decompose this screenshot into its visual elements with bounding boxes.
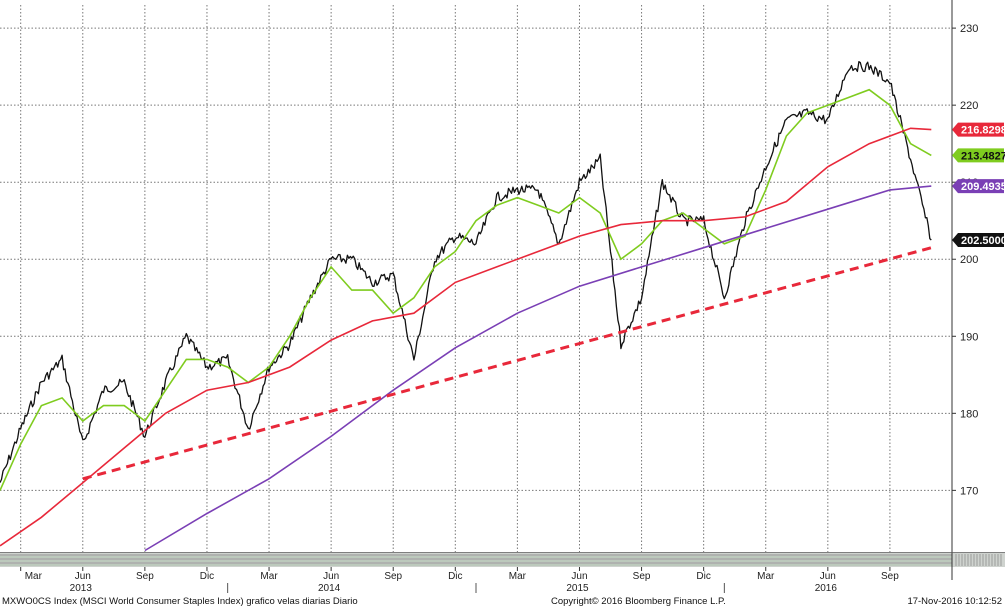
x-tick-label: Sep <box>633 571 651 582</box>
y-tick-label: 200 <box>960 254 978 266</box>
x-tick-label: Sep <box>881 571 899 582</box>
x-tick-label: Dic <box>696 571 710 582</box>
timeline-band-bg <box>0 553 952 567</box>
x-year-label: 2014 <box>318 583 341 594</box>
axes <box>0 0 1005 580</box>
x-tick-label: Sep <box>384 571 402 582</box>
series-lines <box>0 61 932 552</box>
series-line <box>0 127 932 547</box>
x-year-label: 2016 <box>815 583 838 594</box>
value-tag-bg <box>952 179 1004 194</box>
value-tag-bg <box>952 148 1004 163</box>
timeline-band-right <box>952 553 1005 567</box>
footer-copyright: Copyright© 2016 Bloomberg Finance L.P. <box>551 596 726 607</box>
value-tag-bg <box>952 232 1004 247</box>
y-tick-label: 180 <box>960 408 978 420</box>
x-tick-label: Jun <box>323 571 339 582</box>
x-axis-ticks: Mar Jun Sep Dic Mar Jun Sep Dic Mar Jun Sep Dic Mar J… <box>20 567 899 594</box>
x-tick-label: Dic <box>448 571 462 582</box>
y-tick-label: 230 <box>960 23 978 35</box>
x-year-label: 2015 <box>566 583 589 594</box>
x-tick-label: Mar <box>757 571 775 582</box>
last-value-tags: 216.8298 213.4827 209.4935 202.5000 <box>952 122 1005 247</box>
x-tick-label: Mar <box>25 571 43 582</box>
value-tag-label: 202.5000 <box>961 235 1005 247</box>
value-tag-label: 216.8298 <box>961 125 1005 137</box>
y-tick-label: 220 <box>960 100 978 112</box>
x-tick-label: Sep <box>136 571 154 582</box>
value-tag-label: 213.4827 <box>961 150 1005 162</box>
x-tick-label: Jun <box>820 571 836 582</box>
x-year-label: 2013 <box>70 583 93 594</box>
footer-timestamp: 17-Nov-2016 10:12:52 <box>907 596 1002 607</box>
support-trendline <box>82 246 932 481</box>
y-tick-label: 170 <box>960 485 978 497</box>
y-tick-label: 190 <box>960 331 978 343</box>
x-tick-label: Mar <box>509 571 527 582</box>
footer-security-description: MXWO0CS Index (MSCI World Consumer Stapl… <box>2 596 358 607</box>
grid-lines <box>0 5 952 552</box>
x-tick-label: Jun <box>571 571 587 582</box>
x-tick-label: Dic <box>200 571 214 582</box>
series-line <box>0 88 932 491</box>
value-tag-label: 209.4935 <box>961 181 1005 193</box>
value-tag-bg <box>952 122 1004 137</box>
x-tick-label: Mar <box>260 571 278 582</box>
x-tick-label: Jun <box>75 571 91 582</box>
series-line <box>144 185 932 552</box>
timeline-band <box>0 553 1005 567</box>
